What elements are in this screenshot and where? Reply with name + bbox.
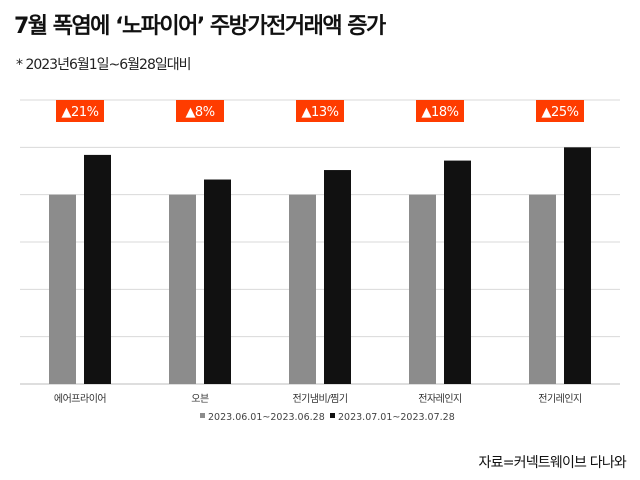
change-badge [176,100,224,122]
bar-3-series-1 [289,194,316,384]
change-badge-label: ▲21% [62,105,99,120]
bar-2-series-2 [204,179,231,384]
x-tick-label: 전자레인지 [418,393,462,405]
bar-1-series-2 [84,154,111,384]
change-badge [416,100,464,122]
x-tick-label: 에어프라이어 [54,393,106,405]
legend-swatch [200,413,205,418]
bar-5-series-1 [529,194,556,384]
bar-2-series-1 [169,194,196,384]
legend-swatch [330,413,335,418]
bar-3-series-2 [324,170,351,384]
x-tick-label: 오븐 [191,393,209,405]
bar-4-series-2 [444,160,471,384]
change-badge [56,100,104,122]
chart-subtitle: * 2023년6월1일~6월28일대비 [16,57,192,73]
change-badge-label: ▲13% [302,105,339,120]
chart-title: 7월 폭염에 ‘노파이어’ 주방가전거래액 증가 [14,14,386,39]
x-tick-label: 전기레인지 [538,393,582,405]
bar-1-series-1 [49,194,76,384]
legend-label: 2023.07.01~2023.07.28 [338,412,455,423]
change-badge-label: ▲18% [422,105,459,120]
change-badge [536,100,584,122]
bar-4-series-1 [409,194,436,384]
bar-5-series-2 [564,147,591,384]
source-note: 자료=커넥트웨이브 다나와 [478,455,627,471]
x-tick-label: 전기냄비/찜기 [292,393,347,405]
legend-label: 2023.06.01~2023.06.28 [208,412,325,423]
change-badge-label: ▲25% [542,105,579,120]
change-badge-label: ▲8% [185,105,214,120]
change-badge [296,100,344,122]
